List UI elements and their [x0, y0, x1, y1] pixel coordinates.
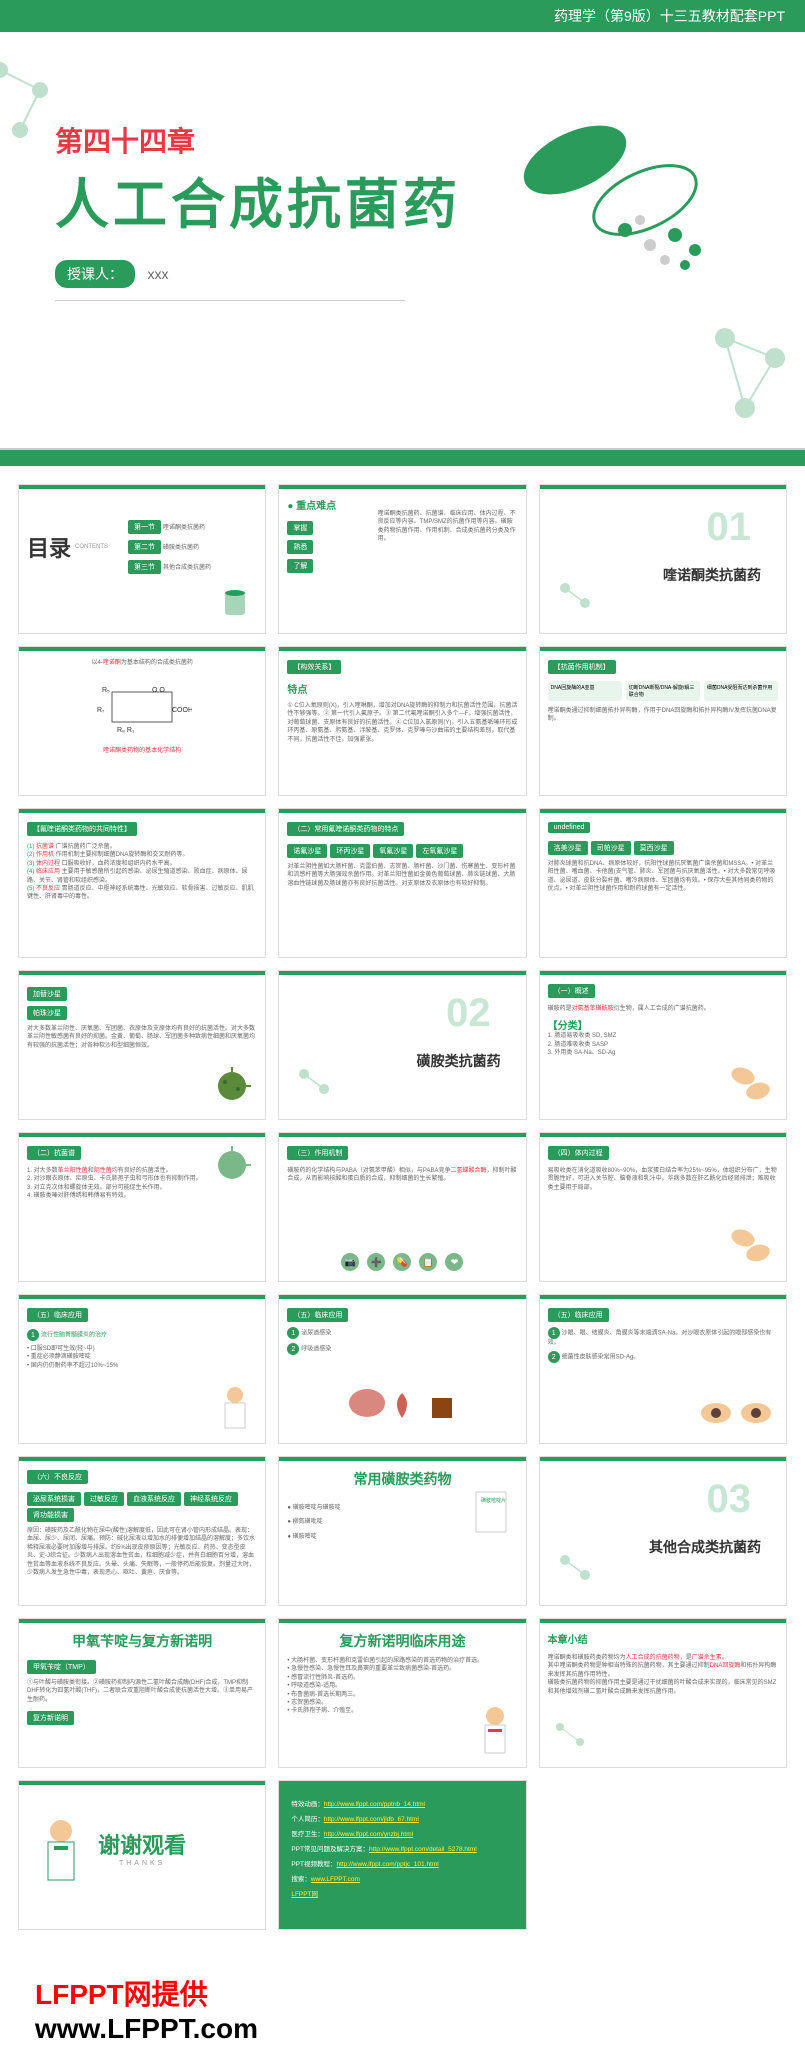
main-title: 人工合成抗菌药: [55, 160, 461, 239]
slide-thumb-2: ● 重点难点掌握熟悉了解喹诺酮类抗菌药、抗菌谱、临床应用、体内过程、不良反应等内…: [278, 484, 526, 634]
slide-thumb-20: 常用磺胺类药物● 磺胺嘧啶与磺胺啶● 柳氮磺吡啶● 磺胺嘧啶磺胺嘧啶片: [278, 1456, 526, 1606]
svg-text:R₅: R₅: [102, 687, 110, 694]
slide-thumb-3: 01喹诺酮类抗菌药: [539, 484, 787, 634]
instructor-line: 授课人： xxx: [55, 260, 168, 288]
svg-text:R₈ R₁: R₈ R₁: [117, 727, 135, 734]
slide-thumb-9: undefined洛美沙星司帕沙星莫西沙星对肺炎球菌和抗DNA、病原体较好，抗阳…: [539, 808, 787, 958]
slide-thumb-22: 甲氧苄啶与复方新诺明甲氧苄啶（TMP）①与叶酸与磺胺类衔接。②磺胺药抑制内源性二…: [18, 1618, 266, 1768]
slide-thumb-12: （一）概述磺胺药是对氨基苯磺酰胺衍生物，属人工合成的广谱抗菌药。【分类】1. 肠…: [539, 970, 787, 1120]
slide-thumb-8: （二）常用氟喹诺酮类药物的特点诺氟沙星环丙沙星氧氟沙星左氧氟沙星对革兰阴性菌如大…: [278, 808, 526, 958]
watermark-line2: www.LFPPT.com: [35, 2013, 770, 2045]
green-band: [0, 450, 805, 466]
slide-thumb-18: （五）临床应用1 沙眼、眼、结膜炎、角膜炎等末端滴SA-Na。对沙眼衣原体引起的…: [539, 1294, 787, 1444]
svg-text:O O: O O: [152, 687, 165, 694]
slide-thumb-1: 目录CONTENTS第一节 喹诺酮类抗菌药第二节 磺胺类抗菌药第三节 其他合成类…: [18, 484, 266, 634]
title-slide: 药理学（第9版）十三五教材配套PPT 第四十四章 人工合成抗菌药 授课人： xx…: [0, 0, 805, 450]
slide-thumb-21: 03其他合成类抗菌药: [539, 1456, 787, 1606]
slide-thumb-26: 特效动画：http://www.lfppt.com/pptnb_14.html个…: [278, 1780, 526, 1930]
instructor-name: xxx: [147, 266, 168, 282]
chapter-label: 第四十四章: [55, 120, 195, 160]
slide-thumb-6: 【抗菌作用机制】DNA回旋酶的A亚基切断DNA断裂/DNA-解旋/解三联合物细菌…: [539, 646, 787, 796]
slide-thumb-19: （六）不良反应泌尿系统损害过敏反应血液系统反应神经系统反应肾功能损害原因：磺胺药…: [18, 1456, 266, 1606]
slide-thumb-24: 本章小结喹诺酮类和磺胺药类药物均为人工合成的抗菌药物，是广谱杀生素。 其中喹诺酮…: [539, 1618, 787, 1768]
slide-thumb-5: 【构效关系】特点① C位入氧原则(X)，引入喹啉酮，增加对DNA旋转酶的抑制力和…: [278, 646, 526, 796]
slide-thumb-10: 加替沙星帕珠沙星对大多数革兰阴性、厌氧菌、军团菌、衣原体及支原体均有良好的抗菌活…: [18, 970, 266, 1120]
header-text: 药理学（第9版）十三五教材配套PPT: [554, 8, 785, 24]
svg-text:COOH: COOH: [172, 707, 192, 714]
svg-text:R₇: R₇: [97, 707, 105, 714]
slide-thumb-13: （二）抗菌谱1. 对大多数革兰阳性菌和阴性菌均有良好的抗菌活性。2. 对沙眼衣原…: [18, 1132, 266, 1282]
slide-thumb-11: 02磺胺类抗菌药: [278, 970, 526, 1120]
divider-line: [55, 300, 405, 301]
instructor-label: 授课人：: [55, 260, 135, 288]
watermark: LFPPT网提供 www.LFPPT.com: [0, 1948, 805, 2070]
slide-thumb-14: （三）作用机制磺胺药的化学结构与PABA（对氨苯甲酸）相似，与PABA竞争二氢蝶…: [278, 1132, 526, 1282]
slide-thumb-4: 以4-喹诺酮为基本结构的合成类抗菌药R₅O OCOOHR₇R₈ R₁喹诺酮类药物…: [18, 646, 266, 796]
header-bar: 药理学（第9版）十三五教材配套PPT: [0, 0, 805, 32]
slide-thumb-7: 【氟喹诺酮类药物的共同特性】(1) 抗菌谱 广谱抗菌药广泛杀菌。(2) 作用机 …: [18, 808, 266, 958]
slide-thumb-17: （五）临床应用1 泌尿道感染2 呼吸道感染: [278, 1294, 526, 1444]
svg-text:磺胺嘧啶片: 磺胺嘧啶片: [481, 1497, 506, 1504]
slide-thumb-25: 谢谢观看THANKS: [18, 1780, 266, 1930]
slide-thumbnails-grid: 目录CONTENTS第一节 喹诺酮类抗菌药第二节 磺胺类抗菌药第三节 其他合成类…: [0, 466, 805, 1948]
capsule-illustration: [485, 100, 745, 280]
slide-thumb-23: 复方新诺明临床用途• 大肠杆菌、变形杆菌和克雷伯菌引起的尿路感染的首选药物的治疗…: [278, 1618, 526, 1768]
slide-thumb-15: （四）体内过程易吸收类在消化道吸收80%~90%，血浆蛋白结合率为25%~95%…: [539, 1132, 787, 1282]
watermark-line1: LFPPT网提供: [35, 1973, 770, 2013]
molecule-decoration-right: [685, 298, 805, 438]
slide-thumb-16: （五）临床应用1 流行性脑脊髓膜炎的治疗• 口服SD即可生效(轻~中) • 重症…: [18, 1294, 266, 1444]
